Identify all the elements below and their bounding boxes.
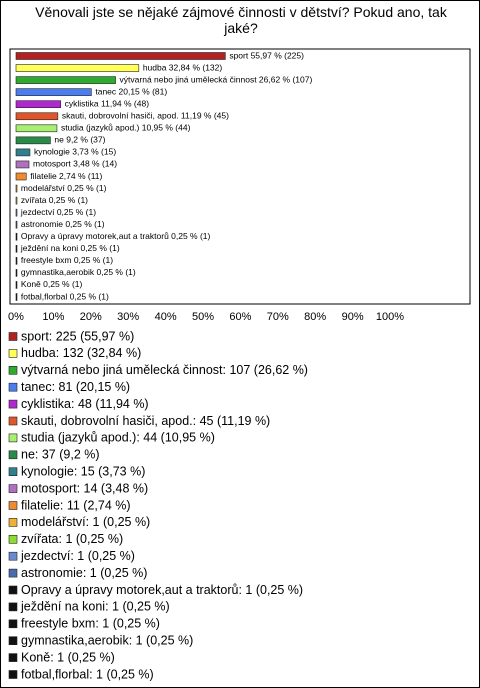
x-tick-label: 40% [155,311,177,323]
legend-marker [8,670,18,679]
x-tick-label: 60% [229,311,251,323]
legend-label: studia (jazyků apod.): 44 (10,95 %) [21,431,215,445]
bar [15,100,61,108]
bar-label: freestyle bxm 0,25 % (1) [21,255,113,265]
bar-label: modelářství 0,25 % (1) [21,183,107,193]
bar [15,293,18,301]
x-tick-label: 10% [42,311,64,323]
legend-label: jezdectví: 1 (0,25 %) [20,549,135,563]
legend-marker [8,416,18,426]
legend-marker [8,332,18,341]
legend-marker [8,450,18,460]
bar-label: Koně 0,25 % (1) [21,279,83,289]
legend-marker [8,349,18,358]
legend-marker [8,568,18,578]
x-tick-label: 100% [376,311,404,323]
legend-label: modelářství: 1 (0,25 %) [21,515,150,529]
bar [15,124,58,133]
legend-marker [8,484,18,493]
bar-label: hudba 32,84 % (132) [143,62,223,72]
legend-marker [8,467,18,477]
bar-label: Opravy a úpravy motorek,aut a traktorů 0… [21,231,211,241]
bar [15,208,18,217]
legend-label: gymnastika,aerobik: 1 (0,25 %) [21,633,193,647]
bar-label: ne 9,2 % (37) [54,135,105,145]
bar-label: výtvarná nebo jiná umělecká činnost 26,6… [120,74,313,84]
bar-label: studia (jazyků apod.) 10,95 % (44) [61,123,191,133]
legend-label: cyklistika: 48 (11,94 %) [21,397,149,411]
bar [15,245,18,253]
legend-marker [8,551,18,561]
legend-label: motosport: 14 (3,48 %) [21,481,148,495]
legend-label: filatelie: 11 (2,74 %) [21,498,131,512]
bar [15,184,18,193]
legend-label: Opravy a úpravy motorek,aut a traktorů: … [21,583,303,597]
bar-label: filatelie 2,74 % (11) [30,171,102,181]
legend-marker [8,653,18,662]
bar-label: zvířata 0,25 % (1) [21,195,88,205]
legend-marker [8,619,18,629]
bar [15,76,116,84]
legend-marker [8,365,18,375]
x-tick-label: 90% [342,311,364,323]
bar-label: jezdectví 0,25 % (1) [20,207,96,217]
x-tick-label: 70% [267,311,289,323]
chart-title: Věnovali jste se nějaké zájmové činnosti… [35,4,447,36]
bar [15,196,18,205]
bar [15,220,18,229]
x-tick-label: 30% [117,311,139,323]
bar [15,136,51,145]
legend-marker [8,433,18,443]
legend-label: astronomie: 1 (0,25 %) [21,566,147,580]
bar [15,148,31,157]
bar-label: motosport 3,48 % (14) [33,159,117,169]
bar [15,269,18,277]
x-tick-label: 50% [192,311,214,323]
legend-label: hudba: 132 (32,84 %) [21,346,141,360]
bar-label: fotbal,florbal 0,25 % (1) [21,291,109,301]
legend-label: freestyle bxm: 1 (0,25 %) [21,617,160,631]
bar [15,88,92,96]
legend-marker [8,501,18,510]
bar-label: kynologie 3,73 % (15) [34,147,116,157]
legend-label: Koně: 1 (0,25 %) [21,650,115,664]
legend-marker [8,585,18,595]
legend-label: zvířata: 1 (0,25 %) [21,532,123,546]
x-tick-label: 20% [80,311,102,323]
legend-label: výtvarná nebo jiná umělecká činnost: 107… [21,363,308,377]
legend-label: skauti, dobrovolní hasiči, apod.: 45 (11… [21,414,270,428]
legend-label: fotbal,florbal: 1 (0,25 %) [21,667,154,681]
legend-label: ježdění na koni: 1 (0,25 %) [20,600,170,614]
legend-label: ne: 37 (9,2 %) [21,448,100,462]
x-tick-label: 80% [304,311,326,323]
bar-label: cyklistika 11,94 % (48) [65,98,150,108]
bar [15,172,27,181]
legend-marker [8,399,18,409]
bar-label: sport 55,97 % (225) [229,50,304,60]
bar [15,64,140,72]
bar [15,52,226,60]
legend-marker [8,534,18,544]
bar [15,257,18,265]
legend-label: tanec: 81 (20,15 %) [21,380,130,394]
bar-label: astronomie 0,25 % (1) [21,219,105,229]
legend-marker [8,518,18,527]
bar-label: ježdění na koni 0,25 % (1) [20,243,120,253]
x-tick-label: 0% [8,311,24,323]
bar [15,112,59,121]
legend-marker [8,382,18,392]
bar [15,281,18,289]
bar-label: gymnastika,aerobik 0,25 % (1) [21,267,136,277]
legend-marker [8,602,18,612]
legend-label: kynologie: 15 (3,73 %) [21,464,145,478]
bar [15,160,30,169]
legend-label: sport: 225 (55,97 %) [21,329,134,343]
legend-marker [8,636,18,646]
bar-label: tanec 20,15 % (81) [95,86,167,96]
bar-label: skauti, dobrovolní hasiči, apod. 11,19 %… [62,111,229,121]
bar [15,232,18,241]
